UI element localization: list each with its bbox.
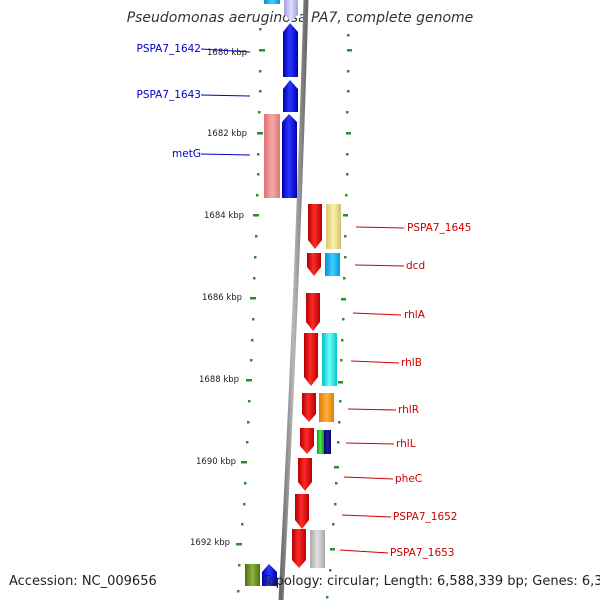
- leader-line-rhlL: [345, 442, 395, 445]
- leader-line-rhlA: [352, 312, 402, 316]
- gene-label-PSPA7_1645[interactable]: PSPA7_1645: [407, 222, 472, 234]
- kbp-label: 1684 kbp: [204, 211, 244, 221]
- kbp-label: 1690 kbp: [196, 457, 236, 467]
- gene-label-dcd[interactable]: dcd: [406, 260, 425, 272]
- gene-arrow-PSPA7_1643[interactable]: [283, 80, 298, 112]
- gene-block-PSPA7_1653-gray: [310, 530, 325, 568]
- leader-line-PSPA7_1652: [341, 514, 392, 518]
- leader-line-PSPA7_1642: [200, 48, 251, 53]
- kbp-label: 1682 kbp: [207, 129, 247, 139]
- gene-partial-bottom-olive: [245, 564, 260, 586]
- map-title: Pseudomonas aeruginosa PA7, complete gen…: [126, 10, 474, 26]
- kbp-label: 1686 kbp: [202, 293, 242, 303]
- leader-line-rhlR: [347, 408, 397, 411]
- gene-arrow-PSPA7_1645[interactable]: [308, 204, 322, 249]
- leader-line-dcd: [354, 264, 405, 267]
- leader-line-pheC: [343, 476, 394, 480]
- right-tick-column: [326, 14, 352, 599]
- gene-arrow-rhlL[interactable]: [300, 428, 314, 454]
- gene-partial-top-lavender: [284, 0, 298, 22]
- leader-line-PSPA7_1645: [355, 226, 405, 229]
- gene-label-PSPA7_1653[interactable]: PSPA7_1653: [390, 547, 455, 559]
- kbp-label: 1692 kbp: [190, 538, 230, 548]
- gene-arrow-PSPA7_1653[interactable]: [292, 529, 306, 568]
- gene-arrow-PSPA7_1652[interactable]: [295, 494, 309, 529]
- accession-text: Accession: NC_009656: [9, 574, 157, 589]
- gene-arrow-PSPA7_1642[interactable]: [283, 23, 298, 77]
- left-tick-column: [236, 28, 265, 593]
- genome-backbone: [278, 0, 309, 600]
- gene-block-rhlB-cyan: [322, 333, 337, 386]
- gene-label-metG[interactable]: metG: [172, 148, 201, 160]
- kbp-label: 1680 kbp: [207, 48, 247, 58]
- gene-arrow-rhlR[interactable]: [302, 393, 316, 422]
- gene-arrow-metG[interactable]: [282, 114, 297, 198]
- gene-label-rhlR[interactable]: rhlR: [398, 404, 419, 416]
- gene-arrow-dcd[interactable]: [307, 253, 321, 276]
- gene-label-rhlL[interactable]: rhlL: [396, 438, 416, 450]
- gene-label-PSPA7_1643[interactable]: PSPA7_1643: [137, 89, 202, 101]
- gene-label-rhlA[interactable]: rhlA: [404, 309, 426, 321]
- topology-text: Topology: circular; Length: 6,588,339 bp…: [262, 574, 600, 589]
- gene-arrow-rhlB[interactable]: [304, 333, 318, 386]
- gene-partial-top-cyan: [264, 0, 280, 4]
- gene-arrow-pheC[interactable]: [298, 458, 312, 491]
- leader-line-PSPA7_1643: [200, 94, 251, 97]
- gene-label-rhlB[interactable]: rhlB: [401, 357, 422, 369]
- gene-block-dcd-sky: [325, 253, 340, 276]
- gene-block-rhlR-orange: [319, 393, 334, 422]
- gene-block-rhlL-green: [317, 430, 324, 454]
- leader-line-PSPA7_1653: [339, 549, 389, 554]
- leader-line-metG: [200, 153, 251, 156]
- gene-label-PSPA7_1642[interactable]: PSPA7_1642: [137, 43, 202, 55]
- gene-partial-bottom-blue: [262, 564, 277, 586]
- gene-block-rhlL-navy: [324, 430, 331, 454]
- gene-block-PSPA7_1645-khaki: [326, 204, 341, 249]
- kbp-label: 1688 kbp: [199, 375, 239, 385]
- gene-label-PSPA7_1652[interactable]: PSPA7_1652: [393, 511, 458, 523]
- gene-label-pheC[interactable]: pheC: [395, 473, 422, 485]
- gene-block-metG-pink: [264, 114, 280, 198]
- gene-arrow-rhlA[interactable]: [306, 293, 320, 331]
- leader-line-rhlB: [350, 360, 400, 364]
